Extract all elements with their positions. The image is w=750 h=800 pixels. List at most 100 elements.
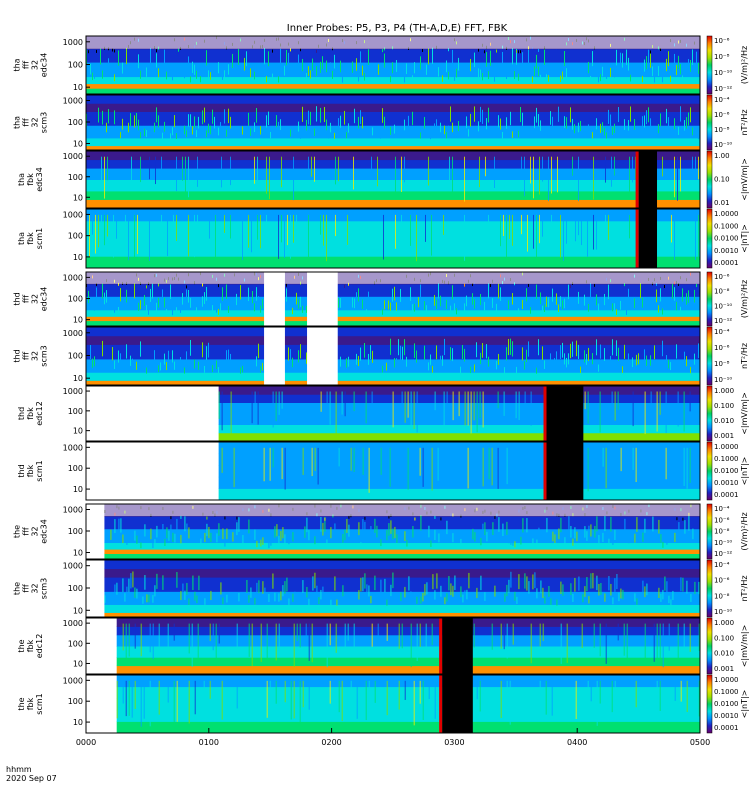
colorbar-unit: <|mV/m|> bbox=[740, 158, 749, 201]
colorbar-tick-label: 1.000 bbox=[714, 619, 734, 627]
panel-the-fff-32-scm3: 10 100 1000 the fff 32 scm3 10⁻⁴ 10⁻⁶ 10⁻⁸ 10⁻¹⁰ nT… bbox=[13, 559, 749, 618]
y-tick-label: 100 bbox=[68, 60, 83, 69]
colorbar bbox=[706, 326, 713, 386]
colorbar-tick-label: 10⁻¹² bbox=[714, 85, 732, 93]
y-label-line: scm3 bbox=[40, 578, 49, 599]
colorbar-tick-label: 1.0000 bbox=[714, 676, 739, 684]
y-axis-label: tha fff 32 scm3 bbox=[13, 112, 49, 133]
y-label-line: scm1 bbox=[35, 228, 44, 249]
colorbar-tick-label: 0.01 bbox=[714, 199, 730, 207]
colorbar bbox=[706, 674, 713, 734]
x-tick-label: 0000 bbox=[76, 738, 96, 747]
y-tick-label: 1000 bbox=[63, 329, 83, 338]
y-tick-label: 100 bbox=[68, 232, 83, 241]
x-axis: 0000 0100 0200 0300 0400 0500 bbox=[76, 728, 710, 747]
x-tick-label: 0500 bbox=[690, 738, 710, 747]
colorbar bbox=[706, 35, 713, 95]
colorbar bbox=[706, 385, 713, 442]
y-label-line: fbk bbox=[26, 232, 35, 245]
colorbar-tick-label: 0.10 bbox=[714, 176, 730, 184]
y-label-line: thd bbox=[13, 349, 22, 362]
colorbar-tick-label: 10⁻⁶ bbox=[714, 273, 730, 281]
panel-the-fbk-scm1: 10 100 1000 the fbk scm1 1.0000 0.1000 0.0100 0.0… bbox=[17, 674, 749, 734]
panel-the-fbk-edc12: 10 100 1000 the fbk edc12 1.000 0.100 0.010 0.001… bbox=[17, 617, 749, 675]
y-label-line: fbk bbox=[26, 639, 35, 652]
colorbar-unit: (V/m)²/Hz bbox=[740, 46, 749, 84]
spectrogram-cells bbox=[104, 504, 700, 559]
spectrogram-cells bbox=[116, 618, 700, 674]
colorbar-unit: (V/m)²/Hz bbox=[740, 512, 749, 550]
colorbar bbox=[706, 441, 713, 501]
colorbar-unit: nT²/Hz bbox=[740, 109, 749, 135]
y-axis-label: thd fff 32 scm3 bbox=[13, 345, 49, 366]
panel-tha-fbk-scm1: 10 100 1000 tha fbk scm1 1.0000 0.1000 0.0100 0.0… bbox=[17, 208, 749, 269]
spectrogram-cells bbox=[86, 209, 700, 268]
y-label-line: edc34 bbox=[35, 167, 44, 192]
y-tick-label: 10 bbox=[73, 83, 83, 92]
colorbar-tick-label: 0.0010 bbox=[714, 247, 739, 255]
spectrogram-cells bbox=[86, 272, 700, 326]
x-footer-date: 2020 Sep 07 bbox=[6, 774, 57, 783]
colorbar-unit: nT²/Hz bbox=[740, 343, 749, 369]
spectrogram-cells bbox=[86, 36, 700, 94]
colorbar-tick-label: 0.0010 bbox=[714, 712, 739, 720]
y-label-line: fff bbox=[22, 352, 31, 361]
y-label-line: edc12 bbox=[35, 634, 44, 659]
y-label-line: fff bbox=[22, 118, 31, 127]
y-label-line: fbk bbox=[26, 407, 35, 420]
x-footer-units: hhmm bbox=[6, 765, 32, 774]
y-label-line: thd bbox=[13, 292, 22, 305]
colorbar-tick-label: 10⁻⁶ bbox=[714, 344, 730, 352]
y-tick-label: 1000 bbox=[63, 38, 83, 47]
y-tick-label: 100 bbox=[68, 118, 83, 127]
colorbar-tick-label: 10⁻⁶ bbox=[714, 111, 730, 119]
y-tick-label: 10 bbox=[73, 606, 83, 615]
y-label-line: thd bbox=[17, 407, 26, 420]
x-tick-label: 0300 bbox=[444, 738, 464, 747]
y-label-line: fff bbox=[22, 584, 31, 593]
panel-frame bbox=[85, 208, 701, 269]
colorbar-tick-label: 0.001 bbox=[714, 432, 734, 440]
y-label-line: scm1 bbox=[35, 693, 44, 714]
spectrogram-cells bbox=[86, 327, 700, 385]
y-axis-label: the fff 32 edc34 bbox=[13, 519, 49, 544]
panel-thd-fff-32-edc34: 10 100 1000 thd fff 32 edc34 10⁻⁶ 10⁻⁸ 10⁻¹⁰ 10⁻¹²… bbox=[13, 271, 749, 327]
y-tick-label: 100 bbox=[68, 464, 83, 473]
panel-tha-fff-32-edc34: 10 100 1000 tha fff 32 edc34 10⁻⁶ 10⁻⁸ 10⁻¹⁰ 10⁻¹²… bbox=[13, 35, 749, 95]
y-tick-label: 10 bbox=[73, 427, 83, 436]
colorbar-tick-label: 10⁻¹⁰ bbox=[714, 539, 732, 547]
y-axis-label: tha fff 32 edc34 bbox=[13, 53, 49, 78]
y-label-line: tha bbox=[13, 58, 22, 71]
y-tick-label: 100 bbox=[68, 527, 83, 536]
y-label-line: 32 bbox=[31, 60, 40, 70]
colorbar-tick-label: 0.0001 bbox=[714, 259, 739, 267]
y-label-line: 32 bbox=[31, 294, 40, 304]
y-tick-label: 10 bbox=[73, 549, 83, 558]
colorbar-tick-label: 10⁻¹² bbox=[714, 317, 732, 325]
colorbar bbox=[706, 559, 713, 618]
y-label-line: 32 bbox=[31, 526, 40, 536]
y-label-line: scm1 bbox=[35, 460, 44, 481]
y-axis-label: the fbk edc12 bbox=[17, 634, 44, 659]
colorbar-tick-label: 10⁻⁸ bbox=[714, 360, 730, 368]
y-tick-label: 100 bbox=[68, 639, 83, 648]
colorbar-tick-label: 10⁻⁶ bbox=[714, 577, 730, 585]
y-label-line: edc34 bbox=[40, 287, 49, 312]
colorbar-tick-label: 10⁻⁸ bbox=[714, 126, 730, 134]
colorbar-tick-label: 0.100 bbox=[714, 402, 734, 410]
y-label-line: fff bbox=[22, 295, 31, 304]
y-label-line: the bbox=[17, 639, 26, 652]
colorbar bbox=[706, 503, 713, 560]
y-label-line: tha bbox=[17, 232, 26, 245]
y-tick-label: 1000 bbox=[63, 387, 83, 396]
colorbar-tick-label: 10⁻⁴ bbox=[714, 328, 730, 336]
y-tick-label: 10 bbox=[73, 140, 83, 149]
colorbar bbox=[706, 94, 713, 151]
colorbar-tick-label: 10⁻⁸ bbox=[714, 528, 730, 536]
y-tick-label: 10 bbox=[73, 193, 83, 202]
y-axis-label: thd fbk scm1 bbox=[17, 460, 44, 481]
y-label-line: fbk bbox=[26, 697, 35, 710]
panel-frame bbox=[85, 150, 701, 209]
x-tick-label: 0100 bbox=[199, 738, 219, 747]
y-label-line: scm3 bbox=[40, 112, 49, 133]
